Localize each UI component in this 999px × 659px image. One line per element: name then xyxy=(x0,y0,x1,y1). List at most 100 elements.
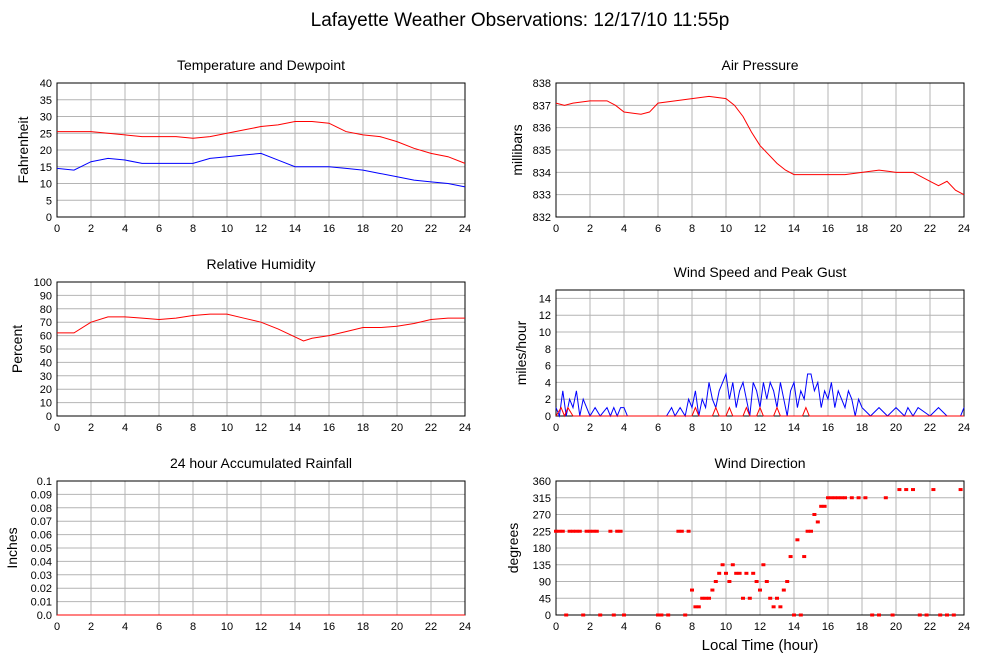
x-tick-label: 14 xyxy=(788,621,800,633)
x-tick-label: 10 xyxy=(720,621,732,633)
x-tick-label: 16 xyxy=(822,223,834,235)
y-tick-label: 0 xyxy=(545,411,551,423)
y-tick-label: 0 xyxy=(46,411,52,423)
x-tick-label: 22 xyxy=(425,422,437,434)
x-tick-label: 8 xyxy=(190,223,196,235)
x-tick-label: 0 xyxy=(553,422,559,434)
data-point xyxy=(781,588,786,592)
x-tick-label: 2 xyxy=(88,621,94,633)
x-tick-label: 12 xyxy=(255,422,267,434)
data-point xyxy=(805,529,810,533)
x-tick-label: 18 xyxy=(856,621,868,633)
y-axis-label: degrees xyxy=(505,523,521,574)
x-tick-label: 24 xyxy=(459,621,471,633)
data-point xyxy=(822,504,827,508)
x-tick-label: 8 xyxy=(190,422,196,434)
data-point xyxy=(945,613,949,617)
y-axis-label: Inches xyxy=(4,527,20,568)
y-tick-label: 0.0 xyxy=(37,610,52,622)
x-tick-label: 22 xyxy=(924,621,936,633)
data-point xyxy=(938,613,943,617)
x-tick-label: 18 xyxy=(357,223,369,235)
data-point xyxy=(849,496,854,500)
y-tick-label: 0.03 xyxy=(31,570,52,582)
y-tick-label: 833 xyxy=(533,190,551,202)
data-point xyxy=(798,613,803,617)
y-tick-label: 0.02 xyxy=(31,583,52,595)
y-tick-label: 837 xyxy=(533,100,551,112)
x-tick-label: 10 xyxy=(221,422,233,434)
data-point xyxy=(904,488,909,492)
x-tick-label: 22 xyxy=(924,422,936,434)
x-tick-label: 16 xyxy=(323,422,335,434)
y-tick-label: 0.1 xyxy=(37,476,52,488)
x-tick-label: 16 xyxy=(323,621,335,633)
x-tick-label: 6 xyxy=(655,422,661,434)
x-tick-label: 20 xyxy=(890,223,902,235)
x-tick-label: 20 xyxy=(890,621,902,633)
y-tick-label: 135 xyxy=(533,560,551,572)
plot-frame xyxy=(555,82,965,218)
data-point xyxy=(683,613,688,617)
x-tick-label: 24 xyxy=(958,422,970,434)
x-tick-label: 10 xyxy=(720,422,732,434)
data-point xyxy=(554,529,558,533)
x-tick-label: 8 xyxy=(689,223,695,235)
x-tick-label: 24 xyxy=(459,223,471,235)
data-point xyxy=(696,605,701,609)
x-tick-label: 20 xyxy=(890,422,902,434)
x-tick-label: 22 xyxy=(425,223,437,235)
y-tick-label: 12 xyxy=(539,310,551,322)
x-tick-label: 20 xyxy=(391,223,403,235)
x-tick-label: 6 xyxy=(156,422,162,434)
data-point xyxy=(584,529,589,533)
x-tick-label: 2 xyxy=(587,422,593,434)
data-point xyxy=(826,496,830,500)
series-line xyxy=(555,406,964,418)
data-point xyxy=(747,596,752,600)
data-point xyxy=(771,605,776,609)
data-point xyxy=(666,613,671,617)
data-point xyxy=(577,529,582,533)
y-tick-label: 0.04 xyxy=(31,556,52,568)
data-point xyxy=(809,529,813,533)
chart-title: Wind Speed and Peak Gust xyxy=(674,264,847,280)
data-point xyxy=(856,496,861,500)
x-tick-label: 4 xyxy=(621,223,627,235)
x-tick-label: 22 xyxy=(924,223,936,235)
data-point xyxy=(622,613,626,617)
y-tick-label: 35 xyxy=(40,95,52,107)
data-point xyxy=(931,488,936,492)
x-tick-label: 6 xyxy=(655,223,661,235)
y-tick-label: 0.06 xyxy=(31,530,52,542)
x-tick-label: 8 xyxy=(689,621,695,633)
y-axis-label: Percent xyxy=(9,325,25,373)
x-tick-label: 18 xyxy=(856,223,868,235)
data-point xyxy=(560,529,565,533)
chart-title: Temperature and Dewpoint xyxy=(177,57,345,73)
y-tick-label: 832 xyxy=(533,212,551,224)
data-point xyxy=(676,529,681,533)
y-tick-label: 60 xyxy=(40,331,52,343)
series-line xyxy=(555,95,965,196)
x-tick-label: 14 xyxy=(289,223,301,235)
y-tick-label: 14 xyxy=(539,293,551,305)
data-point xyxy=(785,580,790,583)
y-tick-label: 270 xyxy=(533,510,551,522)
x-tick-label: 16 xyxy=(822,621,834,633)
data-point xyxy=(897,488,902,492)
data-point xyxy=(717,571,722,575)
y-tick-label: 100 xyxy=(34,277,52,289)
x-tick-label: 10 xyxy=(221,223,233,235)
data-point xyxy=(734,571,739,575)
y-tick-label: 180 xyxy=(533,543,551,555)
x-axis-label: Local Time (hour) xyxy=(702,637,819,654)
x-tick-label: 4 xyxy=(122,621,128,633)
chart-title: Relative Humidity xyxy=(207,256,316,272)
data-point xyxy=(764,580,769,583)
x-tick-label: 2 xyxy=(587,621,593,633)
